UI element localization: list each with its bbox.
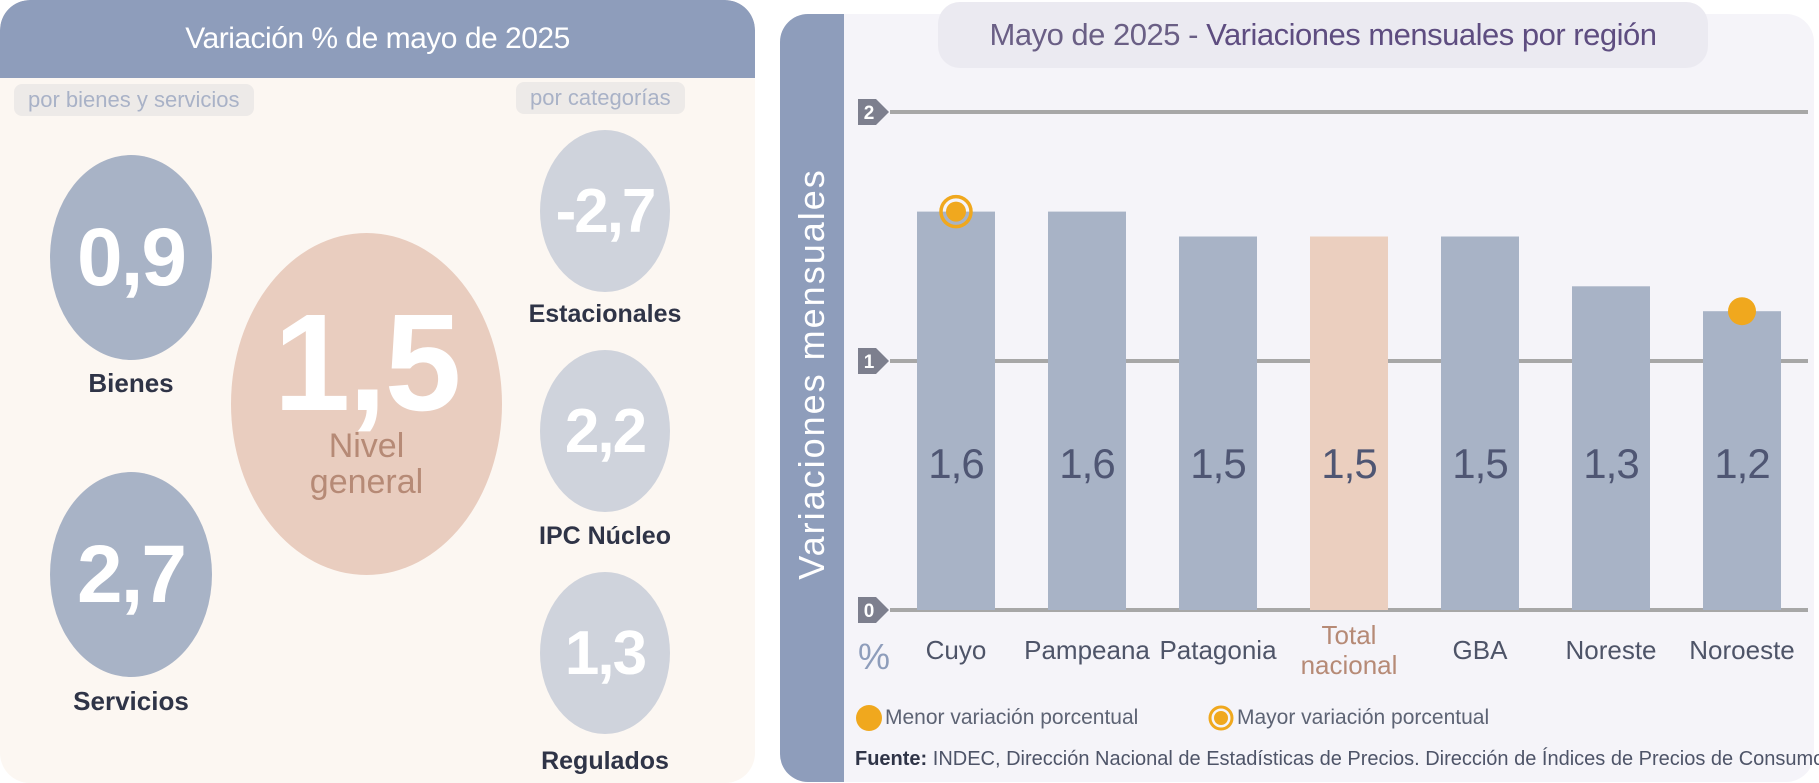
y-tick-label: 1 — [864, 352, 875, 373]
x-tick-label: Noreste — [1565, 635, 1656, 665]
bar — [1441, 236, 1519, 610]
summary-title: Variación % de mayo de 2025 — [185, 22, 570, 55]
y-tick-badge — [858, 99, 889, 125]
chart-title-separator: - — [1180, 17, 1207, 52]
x-tick-label: Noroeste — [1689, 635, 1795, 665]
chart-title: Mayo de 2025 - Variaciones mensuales por… — [938, 2, 1708, 68]
x-tick-label: Cuyo — [926, 635, 987, 665]
estacionales-label: Estacionales — [528, 300, 682, 328]
servicios-circle: 2,7 — [50, 472, 212, 677]
regulados-label: Regulados — [541, 747, 669, 775]
legend-min-label: Menor variación porcentual — [885, 706, 1139, 729]
bienes-value: 0,9 — [77, 211, 187, 303]
y-axis-sidebar — [780, 14, 844, 782]
bar-value-label: 1,6 — [1059, 440, 1114, 487]
min-marker-icon — [856, 705, 882, 732]
x-tick-label: Total — [1322, 620, 1377, 650]
servicios-label: Servicios — [73, 686, 189, 716]
categories-label: por categorías — [516, 82, 685, 114]
legend-min: Menor variación porcentual — [855, 700, 1138, 736]
source-text: INDEC, Dirección Nacional de Estadística… — [927, 748, 1819, 770]
bienes-circle: 0,9 — [50, 155, 212, 360]
bar-value-label: 1,3 — [1583, 440, 1638, 487]
summary-panel: Variación % de mayo de 2025 por bienes y… — [0, 0, 755, 783]
x-tick-label: GBA — [1453, 635, 1509, 665]
min-marker — [1728, 297, 1756, 326]
regulados-value: 1,3 — [564, 618, 647, 688]
unit-label: % — [858, 636, 891, 677]
x-tick-label: nacional — [1301, 650, 1398, 680]
bar — [1048, 211, 1126, 610]
regulados-circle: 1,3 — [540, 572, 670, 734]
bar — [1572, 286, 1650, 610]
servicios-value: 2,7 — [77, 528, 187, 620]
x-tick-label: Pampeana — [1024, 635, 1150, 665]
summary-header — [0, 0, 755, 78]
y-tick-badge — [858, 348, 889, 374]
bar — [1703, 311, 1781, 610]
nucleo-label: IPC Núcleo — [539, 522, 671, 550]
nucleo-value: 2,2 — [564, 396, 647, 466]
nucleo-circle: 2,2 — [540, 350, 670, 512]
estacionales-value: -2,7 — [555, 176, 657, 246]
x-tick-label: Patagonia — [1159, 635, 1277, 665]
bienes-label: Bienes — [88, 368, 174, 398]
legend-max-label: Mayor variación porcentual — [1237, 706, 1490, 729]
estacionales-circle: -2,7 — [540, 130, 670, 292]
source-bold: Fuente: — [855, 748, 928, 770]
general-label-line2: general — [309, 463, 424, 501]
bar-value-label: 1,5 — [1190, 440, 1245, 487]
general-value: 1,5 — [273, 286, 462, 440]
bar-value-label: 1,5 — [1452, 440, 1507, 487]
chart-title-main: Variaciones mensuales por región — [1206, 17, 1657, 52]
chart-title-box — [938, 2, 1708, 68]
max-marker — [939, 194, 973, 229]
source-note: Fuente: INDEC, Dirección Nacional de Est… — [855, 748, 1819, 771]
max-marker-core — [946, 201, 966, 222]
y-tick-badge — [858, 597, 889, 623]
chart-title-date: Mayo de 2025 — [989, 17, 1181, 52]
max-marker-icon — [1208, 705, 1234, 731]
general-circle: 1,5 Nivel general — [231, 233, 502, 575]
bar-value-label: 1,6 — [928, 440, 983, 487]
bar — [1179, 236, 1257, 610]
bar-value-label: 1,5 — [1321, 440, 1376, 487]
bar-value-label: 1,2 — [1714, 440, 1769, 487]
general-label-line1: Nivel — [328, 427, 405, 465]
y-tick-label: 0 — [864, 601, 875, 622]
goods-services-label: por bienes y servicios — [14, 84, 254, 116]
bar — [917, 211, 995, 610]
legend-max: Mayor variación porcentual — [1207, 700, 1489, 736]
y-tick-label: 2 — [864, 103, 875, 124]
bar — [1310, 236, 1388, 610]
